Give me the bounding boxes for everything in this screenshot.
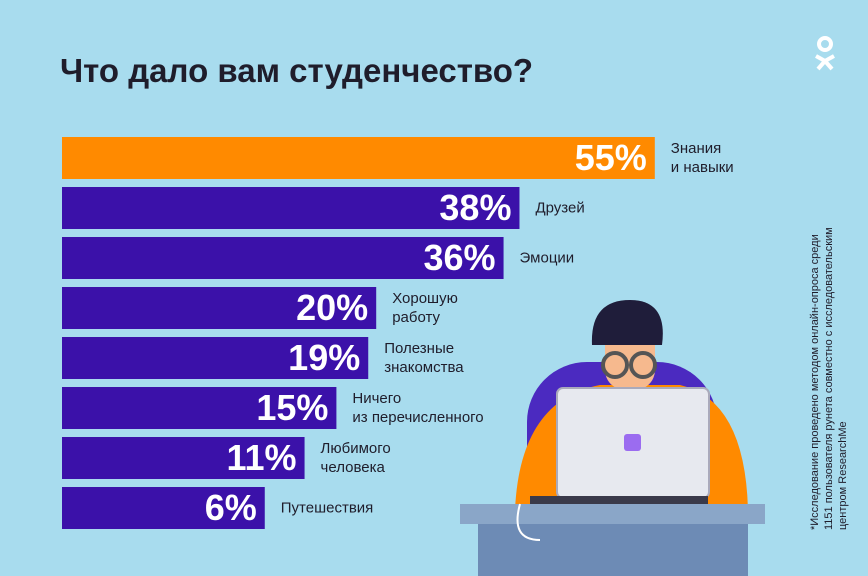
category-label: Ничего из перечисленного (352, 390, 484, 426)
illustration (460, 300, 765, 576)
value-label: 19% (288, 337, 361, 378)
bar (62, 187, 520, 229)
category-label: Любимого человека (320, 440, 391, 476)
bar (62, 387, 337, 429)
bar (62, 237, 504, 279)
ok-logo (815, 36, 835, 71)
category-label: Хорошую работу (392, 290, 458, 326)
bar (62, 287, 377, 329)
value-label: 36% (423, 237, 496, 278)
value-label: 6% (204, 487, 257, 528)
category-label: Полезные знакомства (384, 340, 464, 376)
bar (62, 437, 305, 479)
bar (62, 487, 265, 529)
value-label: 38% (439, 187, 512, 228)
category-label: Эмоции (519, 249, 575, 267)
value-label: 20% (296, 287, 369, 328)
value-label: 15% (256, 387, 329, 428)
footnote: *Исследование проведено методом онлайн-о… (809, 227, 849, 530)
value-label: 11% (226, 437, 297, 478)
category-label: Путешествия (280, 499, 374, 517)
value-label: 55% (574, 137, 647, 178)
category-label: Знания и навыки (670, 140, 734, 176)
chart-title: Что дало вам студенчество? (60, 52, 534, 89)
bar (62, 137, 655, 179)
category-label: Друзей (535, 199, 585, 217)
bar (62, 337, 369, 379)
